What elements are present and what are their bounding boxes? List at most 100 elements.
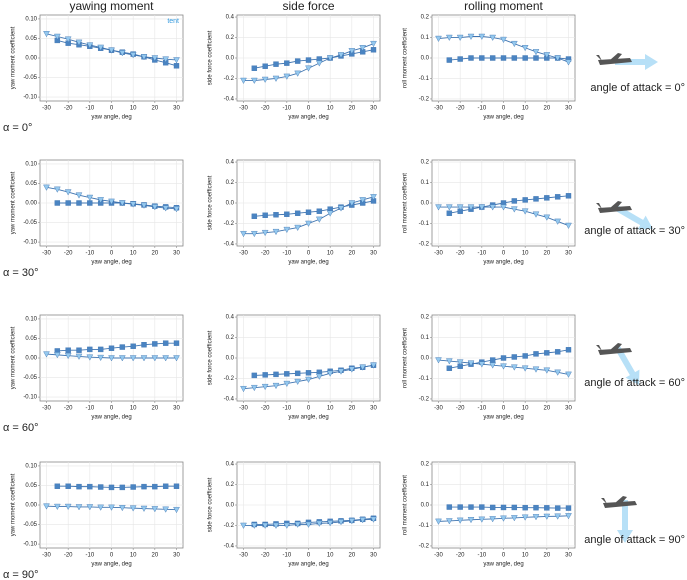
marker — [64, 189, 72, 196]
y-tick-label: 0.1 — [421, 335, 430, 341]
x-tick-label: -10 — [282, 251, 291, 257]
marker — [522, 55, 528, 61]
marker — [510, 206, 518, 213]
y-tick-label: -0.10 — [23, 542, 37, 548]
x-tick-label: -10 — [477, 251, 486, 257]
marker — [75, 353, 83, 360]
x-tick-label: 30 — [173, 251, 180, 257]
marker — [86, 354, 94, 361]
marker — [445, 518, 453, 525]
marker — [457, 56, 463, 62]
y-tick-label: 0.0 — [421, 201, 430, 207]
marker — [130, 343, 136, 349]
y-axis-label: side force coefficient — [208, 477, 214, 532]
aoa-label: angle of attack = 0° — [590, 82, 685, 94]
aircraft-icons — [596, 53, 658, 543]
x-tick-label: 30 — [173, 106, 180, 112]
marker — [468, 504, 474, 510]
marker — [521, 365, 529, 372]
x-tick-label: 30 — [370, 406, 377, 412]
marker — [554, 218, 562, 225]
marker — [370, 194, 377, 201]
marker — [261, 76, 269, 83]
x-tick-label: -10 — [85, 406, 94, 412]
y-tick-label: 0.2 — [226, 482, 235, 488]
marker — [532, 514, 540, 521]
y-axis-label: yaw moment coefficient — [11, 326, 17, 389]
marker — [65, 483, 71, 489]
marker — [489, 34, 497, 41]
y-tick-label: -0.05 — [23, 75, 37, 81]
marker — [173, 355, 180, 362]
marker — [521, 45, 529, 52]
x-tick-label: 10 — [522, 251, 529, 257]
marker — [108, 355, 115, 362]
x-tick-label: -30 — [239, 553, 248, 559]
marker — [272, 75, 280, 82]
marker — [162, 56, 170, 63]
marker — [76, 347, 82, 353]
marker — [240, 522, 247, 529]
y-tick-label: 0.2 — [421, 315, 430, 321]
y-axis-label: roll moment coefficient — [403, 28, 409, 88]
marker — [64, 503, 72, 510]
x-tick-label: 30 — [565, 251, 572, 257]
marker — [435, 518, 442, 525]
marker — [479, 55, 485, 61]
marker — [294, 378, 302, 385]
marker — [75, 504, 83, 511]
marker — [445, 358, 453, 365]
y-tick-label: -0.2 — [419, 97, 430, 103]
y-tick-label: -0.05 — [23, 375, 37, 381]
marker — [118, 50, 126, 57]
marker — [326, 370, 334, 377]
marker — [250, 231, 258, 238]
marker — [337, 368, 345, 375]
y-tick-label: -0.1 — [419, 76, 430, 82]
marker — [510, 515, 518, 522]
marker — [140, 355, 148, 362]
y-tick-label: 0.2 — [421, 15, 430, 21]
marker — [456, 204, 464, 211]
x-tick-label: 10 — [327, 553, 334, 559]
marker — [118, 355, 126, 362]
marker — [151, 55, 159, 62]
marker — [565, 505, 572, 511]
marker — [97, 44, 105, 51]
marker — [65, 200, 71, 206]
marker — [500, 55, 507, 61]
marker — [87, 346, 93, 353]
marker — [76, 200, 82, 206]
marker — [315, 216, 323, 223]
marker — [129, 52, 137, 59]
marker — [348, 200, 356, 207]
y-tick-label: -0.4 — [224, 544, 235, 550]
marker — [554, 349, 561, 355]
y-tick-label: 0.00 — [25, 356, 37, 362]
column-title: rolling moment — [464, 0, 543, 13]
marker — [97, 197, 105, 204]
x-tick-label: 30 — [565, 553, 572, 559]
marker — [479, 504, 485, 510]
x-tick-label: 0 — [307, 553, 311, 559]
marker — [273, 61, 279, 67]
aircraft — [596, 53, 632, 65]
x-tick-label: -30 — [42, 553, 51, 559]
marker — [108, 198, 115, 205]
marker — [240, 231, 247, 238]
marker — [64, 36, 72, 43]
x-tick-label: -20 — [64, 406, 73, 412]
y-tick-label: 0.2 — [226, 180, 235, 186]
row-label: α = 0° — [3, 122, 32, 134]
x-tick-label: 20 — [151, 251, 158, 257]
y-tick-label: -0.4 — [224, 97, 235, 103]
marker — [129, 355, 137, 362]
marker — [370, 516, 377, 523]
x-tick-label: 20 — [151, 106, 158, 112]
marker — [97, 504, 105, 511]
y-tick-label: 0.0 — [421, 356, 430, 362]
x-tick-label: 10 — [130, 251, 137, 257]
marker — [478, 516, 486, 523]
marker — [337, 205, 345, 212]
marker — [305, 376, 312, 383]
